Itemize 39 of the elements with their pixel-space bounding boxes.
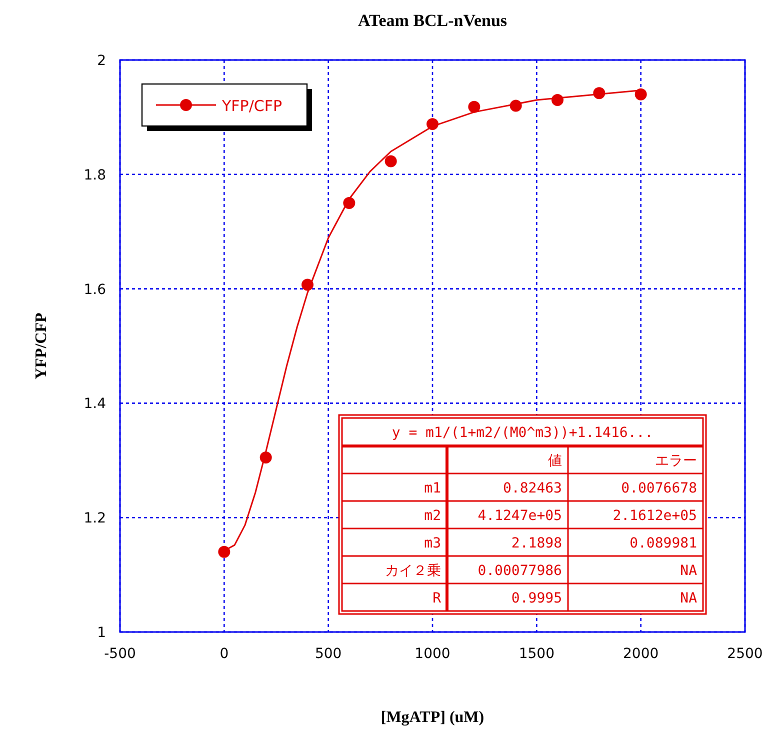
y-tick-label: 1.6: [84, 282, 106, 298]
annotation: m3: [424, 536, 441, 552]
chart-title: ATeam BCL-nVenus: [358, 11, 508, 30]
legend-label: YFP/CFP: [221, 97, 282, 115]
x-tick-label: 0: [220, 646, 229, 662]
annotation: エラー: [655, 453, 697, 469]
x-tick-label: -500: [104, 646, 136, 662]
annotation: 0.82463: [502, 480, 562, 496]
annotation: 0.9995: [511, 590, 562, 606]
annotation: 0.00077986: [478, 563, 562, 579]
x-tick-label: 500: [314, 646, 342, 662]
x-axis-title: [MgATP] (uM): [380, 709, 484, 726]
annotation: m2: [424, 508, 441, 524]
point: [218, 546, 230, 558]
x-tick-label: 2500: [727, 646, 763, 662]
x-tick-label: 2000: [623, 646, 659, 662]
y-tick-label: 1: [97, 625, 106, 641]
annotation: 値: [548, 453, 562, 469]
x-tick-label: 1000: [414, 646, 450, 662]
point: [468, 100, 480, 113]
annotation: 0.0076678: [621, 480, 697, 496]
annotation: R: [432, 590, 442, 606]
annotation: カイ２乗: [385, 563, 441, 579]
annotation: 2.1612e+05: [612, 508, 697, 524]
annotation: NA: [680, 563, 698, 579]
annotation: y = m1/(1+m2/(M0^m3))+1.1416...: [392, 425, 654, 441]
y-tick-label: 2: [97, 53, 106, 69]
x-tick-label: 1500: [518, 646, 554, 662]
y-tick-label: 1.8: [84, 167, 106, 184]
y-tick-label: 1.2: [84, 510, 106, 527]
y-axis-title: YFP/CFP: [33, 312, 50, 380]
annotation: 0.089981: [630, 536, 697, 552]
point: [634, 88, 647, 100]
annotation: m1: [424, 480, 441, 496]
annotation: 2.1898: [511, 536, 562, 552]
annotation: NA: [680, 590, 698, 606]
annotation: 4.1247e+05: [478, 508, 562, 524]
y-tick-label: 1.4: [84, 396, 106, 412]
point: [384, 155, 397, 168]
